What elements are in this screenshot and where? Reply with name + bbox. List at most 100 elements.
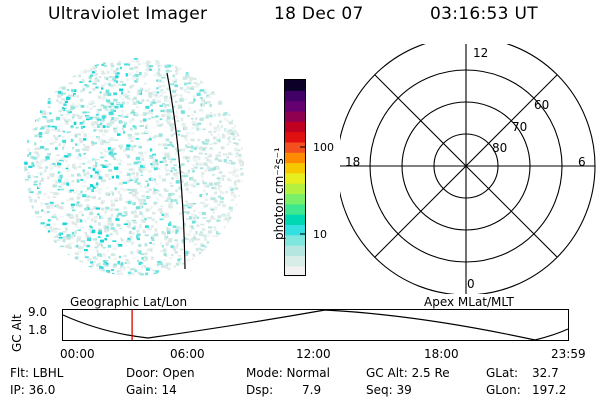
emission-pixel	[147, 183, 150, 187]
emission-pixel	[204, 162, 207, 166]
emission-pixel	[29, 234, 34, 238]
emission-pixel	[212, 136, 217, 140]
emission-pixel	[51, 128, 56, 131]
emission-pixel	[35, 104, 38, 108]
emission-pixel	[110, 203, 116, 207]
emission-pixel	[166, 226, 169, 229]
emission-pixel	[144, 217, 147, 221]
emission-pixel	[24, 244, 26, 248]
emission-pixel	[118, 255, 121, 259]
emission-pixel	[29, 82, 32, 85]
emission-pixel	[103, 105, 107, 109]
emission-pixel	[243, 182, 244, 186]
emission-pixel	[214, 260, 218, 263]
emission-pixel	[27, 123, 30, 126]
emission-pixel	[62, 77, 67, 79]
emission-pixel	[177, 133, 180, 136]
emission-pixel	[245, 198, 249, 201]
emission-pixel	[132, 97, 135, 102]
emission-pixel	[206, 241, 209, 244]
emission-pixel	[139, 201, 144, 205]
emission-pixel	[179, 257, 182, 261]
emission-pixel	[113, 274, 116, 276]
emission-pixel	[26, 65, 29, 69]
emission-pixel	[90, 174, 93, 178]
emission-pixel	[230, 86, 234, 88]
emission-pixel	[240, 235, 244, 238]
emission-pixel	[186, 91, 191, 94]
emission-pixel	[185, 187, 189, 191]
emission-pixel	[210, 197, 215, 201]
emission-pixel	[72, 164, 75, 168]
emission-pixel	[209, 103, 212, 107]
emission-pixel	[127, 97, 131, 100]
emission-pixel	[66, 260, 71, 263]
emission-pixel	[230, 191, 235, 195]
emission-pixel	[50, 257, 53, 260]
emission-pixel	[167, 121, 171, 125]
emission-pixel	[139, 223, 142, 227]
emission-pixel	[189, 177, 194, 181]
emission-pixel	[87, 228, 93, 232]
emission-pixel	[62, 267, 66, 270]
emission-pixel	[106, 271, 110, 274]
emission-pixel	[96, 136, 100, 139]
emission-pixel	[243, 230, 244, 234]
emission-pixel	[57, 239, 60, 242]
emission-pixel	[149, 68, 152, 71]
emission-pixel	[130, 241, 134, 245]
emission-pixel	[246, 177, 250, 180]
emission-pixel	[244, 86, 247, 89]
emission-pixel	[169, 70, 172, 72]
emission-pixel	[92, 216, 96, 220]
emission-pixel	[106, 79, 112, 82]
emission-pixel	[61, 136, 65, 138]
emission-pixel	[239, 212, 243, 216]
emission-pixel	[25, 218, 30, 221]
emission-pixel	[24, 179, 28, 183]
colorbar-segment	[285, 183, 305, 195]
emission-pixel	[162, 84, 166, 87]
emission-pixel	[54, 272, 59, 274]
emission-pixel	[25, 71, 29, 76]
emission-pixel	[32, 224, 36, 226]
emission-pixel	[185, 218, 191, 220]
emission-pixel	[132, 101, 137, 105]
emission-pixel	[230, 209, 233, 213]
emission-pixel	[133, 176, 136, 181]
emission-pixel	[227, 97, 232, 100]
emission-pixel	[165, 163, 168, 167]
emission-pixel	[243, 188, 244, 191]
emission-pixel	[132, 145, 137, 148]
emission-pixel	[201, 233, 206, 236]
emission-pixel	[140, 132, 145, 135]
emission-pixel	[119, 159, 123, 163]
emission-pixel	[227, 219, 231, 222]
emission-pixel	[242, 131, 244, 134]
emission-pixel	[109, 233, 113, 236]
emission-pixel	[92, 71, 96, 74]
emission-pixel	[143, 82, 147, 85]
emission-pixel	[73, 234, 76, 237]
emission-pixel	[37, 172, 41, 175]
emission-pixel	[136, 159, 140, 162]
time-tick-0000: 00:00	[60, 347, 95, 361]
emission-pixel	[196, 92, 201, 96]
emission-pixel	[169, 160, 173, 164]
emission-pixel	[24, 71, 25, 74]
emission-pixel	[81, 79, 85, 83]
emission-pixel	[136, 229, 140, 233]
emission-pixel	[191, 64, 195, 67]
emission-pixel	[38, 100, 42, 103]
polar-plot	[340, 44, 596, 294]
emission-pixel	[129, 268, 134, 271]
emission-pixel	[164, 212, 169, 217]
emission-pixel	[34, 134, 39, 138]
emission-pixel	[132, 193, 137, 197]
emission-pixel	[173, 80, 177, 83]
emission-pixel	[68, 62, 72, 66]
emission-pixel	[104, 211, 107, 215]
emission-pixel	[164, 155, 169, 157]
emission-pixel	[240, 219, 244, 222]
emission-pixel	[186, 156, 191, 160]
